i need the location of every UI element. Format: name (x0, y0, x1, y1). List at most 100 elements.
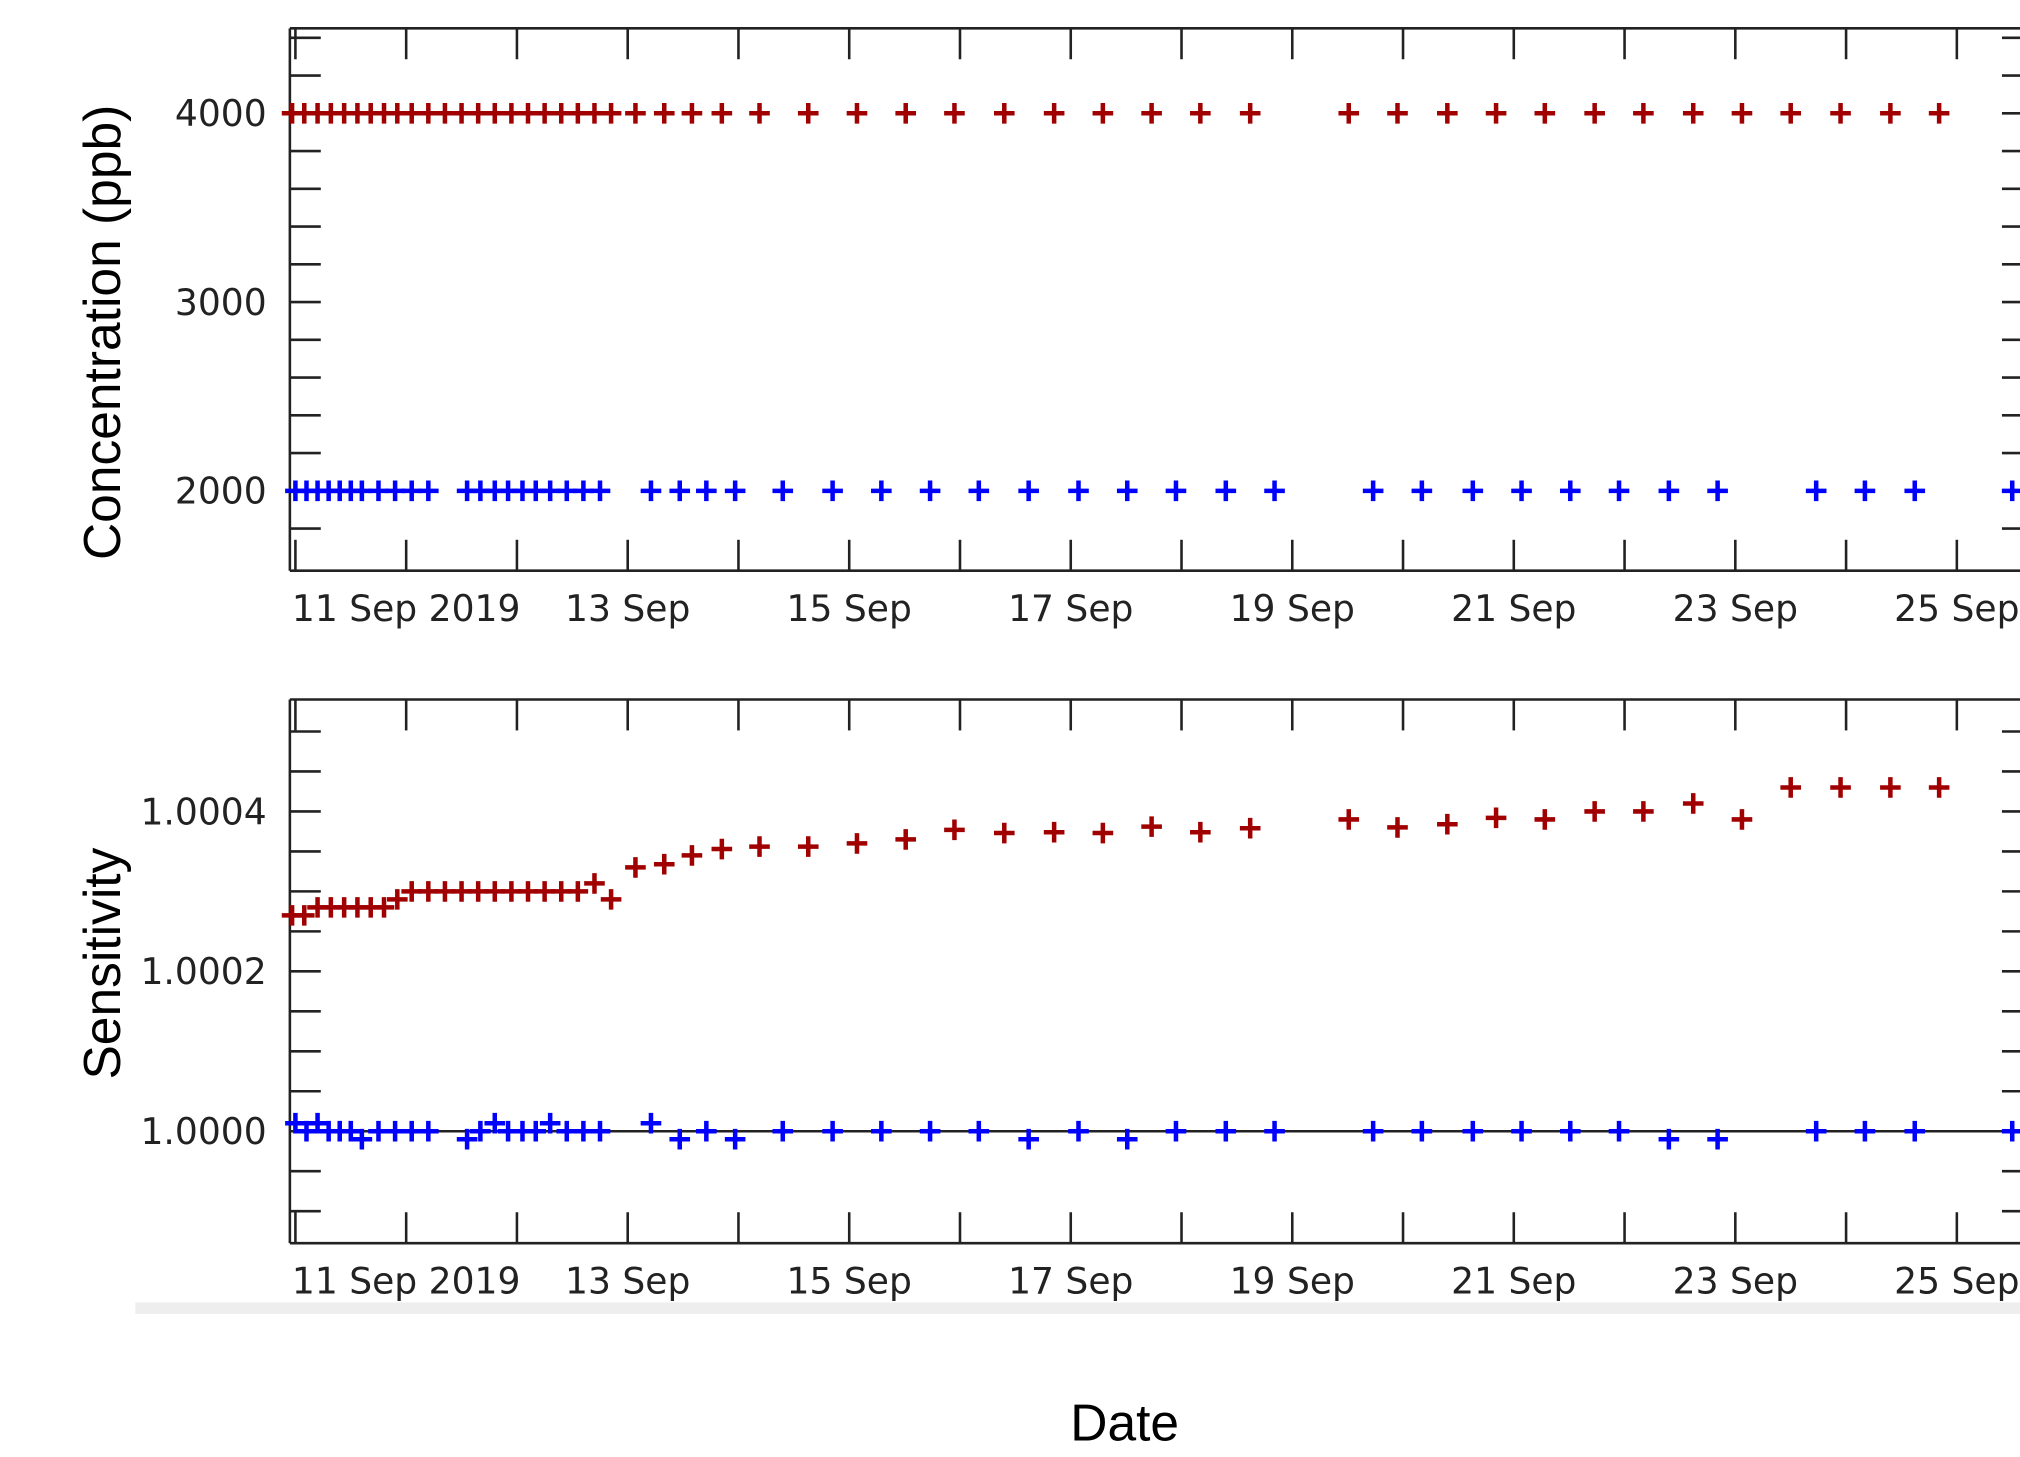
point (1264, 1120, 1285, 1142)
point (1731, 809, 1753, 830)
point (895, 102, 917, 124)
point (1485, 807, 1507, 829)
point (696, 480, 717, 502)
point (525, 1120, 547, 1142)
point (944, 102, 965, 124)
point (1608, 1120, 1630, 1142)
point (387, 889, 408, 910)
point (822, 480, 843, 502)
point (871, 1120, 892, 1142)
point (681, 845, 703, 866)
point (1830, 102, 1851, 124)
x-tick-label: 11 Sep 2019 (292, 588, 521, 630)
point (1928, 777, 1950, 798)
point (1854, 480, 1876, 502)
point (696, 1120, 717, 1142)
point (653, 853, 675, 875)
point (1018, 480, 1039, 502)
point (307, 1112, 328, 1134)
point (1633, 102, 1654, 124)
point (1904, 480, 1926, 502)
x-tick-label: 19 Sep (1230, 588, 1355, 630)
point (1116, 1128, 1138, 1150)
point (871, 480, 892, 502)
point (822, 1120, 843, 1142)
point (1387, 817, 1408, 838)
point (1633, 801, 1654, 822)
point (724, 480, 746, 502)
point (1780, 102, 1802, 124)
point (1043, 821, 1065, 843)
x-tick-label: 17 Sep (1008, 588, 1133, 630)
point (1534, 809, 1556, 830)
point (1338, 102, 1360, 124)
point (993, 102, 1015, 124)
point (846, 833, 868, 854)
point (669, 1128, 691, 1150)
x-tick-label: 25 Sep (1894, 588, 2019, 630)
point (484, 1112, 506, 1134)
point (1904, 1120, 1926, 1142)
point (600, 889, 622, 910)
x-tick-label: 23 Sep (1673, 1260, 1798, 1302)
point (1880, 102, 1901, 124)
point (1165, 480, 1187, 502)
point (653, 102, 675, 124)
y-tick-label: 1.0000 (140, 1111, 266, 1153)
point (1511, 1120, 1532, 1142)
x-tick-label: 11 Sep 2019 (292, 1260, 521, 1302)
point (456, 1128, 478, 1150)
point (2001, 1120, 2020, 1142)
point (1682, 793, 1704, 814)
x-tick-label: 15 Sep (787, 1260, 912, 1302)
point (1534, 102, 1556, 124)
y-tick-label: 1.0004 (140, 791, 266, 833)
point (1190, 821, 1211, 843)
point (1880, 777, 1901, 798)
point (1584, 102, 1605, 124)
point (373, 897, 395, 918)
point (340, 1120, 362, 1142)
point (797, 836, 819, 857)
point (1190, 102, 1211, 124)
divider-band (135, 1302, 2020, 1315)
point (1682, 102, 1704, 124)
point (1805, 480, 1827, 502)
point (968, 1120, 990, 1142)
point (1437, 813, 1458, 835)
point (1165, 1120, 1187, 1142)
point (1511, 480, 1532, 502)
point (293, 905, 315, 926)
y-tick-label: 4000 (175, 93, 267, 135)
point (1411, 480, 1433, 502)
point (1411, 1120, 1433, 1142)
point (919, 1120, 941, 1142)
point (1780, 777, 1802, 798)
point (1928, 102, 1950, 124)
point (895, 829, 917, 850)
point (1068, 480, 1089, 502)
x-tick-label: 21 Sep (1451, 1260, 1576, 1302)
point (1854, 1120, 1876, 1142)
point (1141, 816, 1162, 837)
point (640, 480, 662, 502)
x-tick-label: 25 Sep (1894, 1260, 2019, 1302)
x-tick-label: 17 Sep (1008, 1260, 1133, 1302)
point (567, 881, 589, 902)
x-tick-label: 21 Sep (1451, 588, 1576, 630)
point (1215, 480, 1237, 502)
point (1731, 102, 1753, 124)
point (1141, 102, 1162, 124)
point (600, 102, 622, 124)
point (1559, 480, 1581, 502)
point (625, 102, 646, 124)
point (625, 857, 646, 878)
point (846, 102, 868, 124)
point (1239, 817, 1261, 839)
point (1043, 102, 1065, 124)
point (711, 102, 733, 124)
point (1092, 102, 1114, 124)
point (944, 819, 965, 841)
point (1584, 801, 1605, 822)
